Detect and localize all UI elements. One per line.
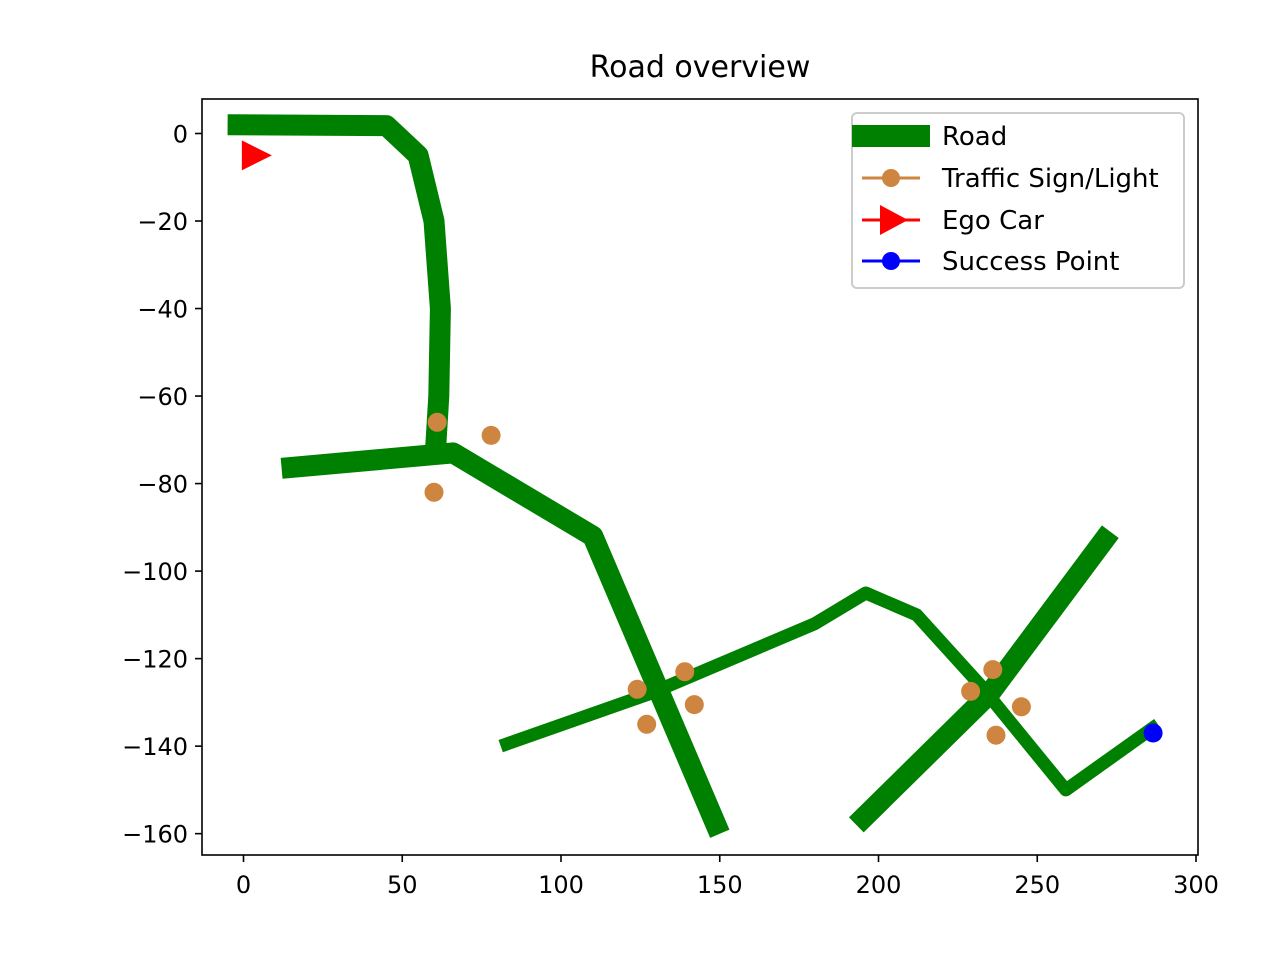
y-tick-label: −120	[122, 646, 188, 674]
y-tick-label: −100	[122, 558, 188, 586]
traffic-light-point	[675, 662, 695, 682]
y-tick-label: −140	[122, 733, 188, 761]
x-tick-label: 0	[236, 871, 251, 899]
x-tick-label: 100	[538, 871, 584, 899]
success-point-marker	[1143, 723, 1163, 743]
traffic-light-point	[424, 482, 444, 502]
x-tick-label: 200	[856, 871, 902, 899]
legend-ego-label: Ego Car	[942, 206, 1044, 236]
x-tick-label: 150	[697, 871, 743, 899]
traffic-light-point	[983, 660, 1003, 680]
y-tick-label: −80	[137, 471, 188, 499]
y-tick-label: −60	[137, 383, 188, 411]
x-axis-ticks: 0 50 100 150 200 250 300	[236, 855, 1219, 899]
traffic-light-point	[986, 725, 1006, 745]
traffic-light-point	[1011, 697, 1031, 717]
road-segment-4	[498, 586, 1162, 797]
ego-car-marker	[241, 140, 272, 171]
road-segment-1	[227, 114, 451, 450]
legend-road-label: Road	[942, 122, 1007, 152]
y-tick-label: −20	[137, 208, 188, 236]
legend-success-label: Success Point	[942, 247, 1119, 277]
traffic-light-point	[684, 695, 704, 715]
roads-layer	[227, 114, 1162, 838]
legend-traffic-marker	[882, 169, 900, 187]
x-tick-label: 300	[1173, 871, 1219, 899]
chart-title: Road overview	[589, 50, 811, 85]
y-axis-ticks: 0 −20 −40 −60 −80 −100 −120 −140 −160	[122, 121, 202, 849]
y-tick-label: 0	[173, 121, 188, 149]
traffic-light-point	[481, 425, 501, 445]
plot-frame	[201, 98, 1199, 856]
markers-layer	[241, 140, 1163, 745]
legend-traffic-label: Traffic Sign/Light	[941, 164, 1159, 194]
traffic-light-point	[427, 412, 447, 432]
road-segment-2	[280, 442, 730, 838]
legend-ego-marker	[880, 205, 908, 235]
legend-success-marker	[882, 252, 900, 270]
legend: Road Traffic Sign/Light Ego Car Success …	[851, 112, 1185, 289]
traffic-light-point	[961, 681, 981, 701]
legend-box	[851, 112, 1185, 289]
y-tick-label: −40	[137, 296, 188, 324]
traffic-light-point	[637, 714, 657, 734]
x-tick-label: 250	[1014, 871, 1060, 899]
y-tick-label: −160	[122, 821, 188, 849]
traffic-light-point	[627, 679, 647, 699]
x-tick-label: 50	[387, 871, 418, 899]
